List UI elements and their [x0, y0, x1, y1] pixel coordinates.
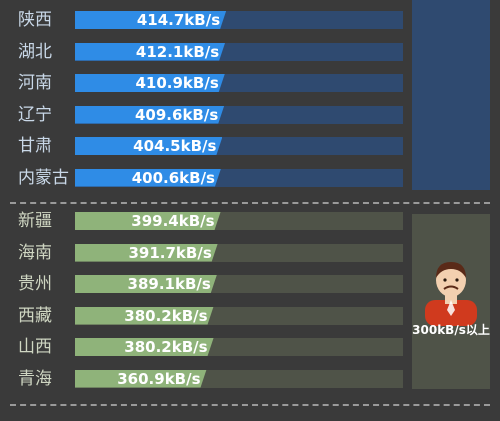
- category-label: 山西: [18, 337, 52, 357]
- category-label: 辽宁: [18, 104, 52, 125]
- tier-threshold-label: 300kB/s以上: [412, 323, 490, 337]
- avatar-collar: [447, 300, 455, 316]
- avatar-face: [436, 263, 466, 297]
- bar-value-label: 404.5kB/s: [133, 137, 217, 155]
- category-label: 新疆: [18, 211, 52, 231]
- category-label: 甘肃: [18, 136, 52, 156]
- bar-value-label: 410.9kB/s: [135, 74, 219, 92]
- group-divider: [10, 202, 490, 204]
- bar: [75, 370, 207, 388]
- category-label: 海南: [18, 242, 52, 263]
- bar-value-label: 399.4kB/s: [131, 212, 215, 230]
- bar-value-label: 400.6kB/s: [131, 168, 215, 187]
- category-label: 贵州: [18, 274, 52, 294]
- bar: [75, 307, 214, 325]
- bar: [75, 11, 226, 29]
- bar-value-label: 409.6kB/s: [135, 105, 219, 124]
- tier-panel-blue: [412, 0, 490, 190]
- avatar-neck: [445, 294, 457, 304]
- bar-value-label: 360.9kB/s: [117, 369, 201, 388]
- avatar-mustache: [443, 285, 459, 290]
- bar-value-label: 380.2kB/s: [124, 338, 208, 356]
- category-label: 西藏: [18, 305, 52, 326]
- bar-value-label: 389.1kB/s: [127, 275, 211, 293]
- avatar-hair: [436, 262, 466, 278]
- bar: [75, 244, 218, 262]
- tier-panel-green: 300kB/s以上: [412, 214, 490, 389]
- category-label: 青海: [18, 368, 52, 389]
- category-label: 河南: [18, 73, 52, 93]
- bar: [75, 43, 225, 61]
- bottom-divider: [10, 404, 490, 406]
- person-avatar-icon: [425, 262, 477, 326]
- avatar-eye-right: [455, 278, 459, 282]
- bar: [75, 74, 225, 92]
- category-label: 陕西: [18, 10, 52, 30]
- bar: [75, 275, 217, 293]
- bar-value-label: 391.7kB/s: [128, 243, 212, 262]
- bar-value-label: 412.1kB/s: [135, 42, 220, 61]
- category-label: 内蒙古: [18, 167, 69, 188]
- bar-value-label: 380.2kB/s: [124, 306, 208, 325]
- bar: [75, 338, 214, 356]
- bar: [75, 212, 221, 230]
- bar: [75, 106, 224, 124]
- bar: [75, 169, 221, 187]
- bar-value-label: 414.7kB/s: [136, 11, 221, 29]
- avatar-eye-left: [443, 278, 447, 282]
- category-label: 湖北: [18, 41, 52, 62]
- bar: [75, 137, 222, 155]
